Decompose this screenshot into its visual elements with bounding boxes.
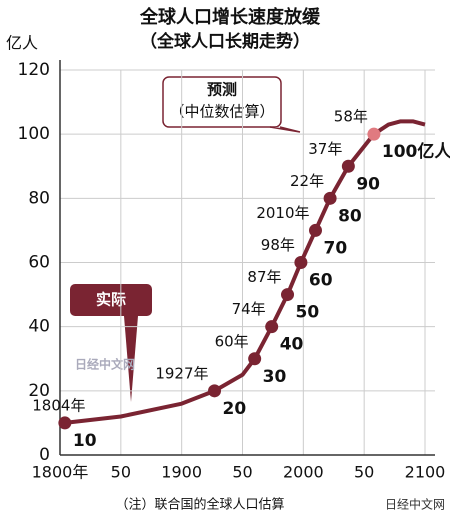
milestone-point [208,384,222,398]
y-tick-label: 120 [18,60,50,80]
milestone-value: 50 [296,303,320,323]
milestone-point [341,159,355,173]
forecast-label: 预测 [207,81,237,99]
milestone-point [323,191,337,205]
y-tick-label: 20 [28,381,50,401]
milestone-year: 22年 [290,172,324,190]
milestone-value: 20 [223,399,247,419]
milestone-year: 37年 [308,140,342,158]
watermark: 日经中文网 [75,357,135,372]
milestone-year: 98年 [261,236,295,254]
y-tick-label: 60 [28,253,50,273]
milestone-year: 2010年 [256,204,309,222]
y-tick-label: 40 [28,317,50,337]
milestone-point [281,288,295,302]
x-tick-label: 1800年 [32,463,89,482]
milestone-year: 74年 [232,300,266,318]
milestone-year: 60年 [215,332,249,350]
milestone-point [367,127,381,141]
milestone-value: 40 [280,335,304,355]
y-tick-label: 80 [28,188,50,208]
y-tick-label: 100 [18,124,50,144]
x-tick-label: 50 [232,463,252,482]
milestone-value: 30 [263,367,287,387]
actual-pointer [124,316,138,402]
y-unit: 亿人 [6,34,38,53]
forecast-note: （中位数估算） [169,103,274,121]
milestone-value: 100亿人 [382,141,450,162]
milestone-year: 58年 [334,108,368,126]
y-tick-label: 0 [39,445,50,465]
actual-box [70,284,152,316]
chart-title: 全球人口增长速度放缓 [139,6,321,28]
x-tick-label: 50 [111,463,131,482]
milestone-value: 10 [73,431,97,451]
actual-label: 实际 [96,291,126,309]
x-tick-label: 2000 [283,463,324,482]
milestone-point [265,320,279,334]
footnote: （注）联合国的全球人口估算 [115,497,284,513]
watermark: 日经中文网 [385,497,445,512]
population-line [64,119,426,425]
milestone-year: 1804年 [32,396,85,414]
milestone-value: 60 [309,271,333,291]
x-tick-label: 1900 [161,463,202,482]
milestone-value: 90 [356,174,380,194]
milestone-year: 87年 [247,268,281,286]
x-tick-label: 50 [354,463,374,482]
milestone-year: 1927年 [155,364,208,382]
milestone-point [58,416,72,430]
milestone-point [248,352,262,366]
milestone-point [309,223,322,237]
forecast-box [162,76,282,128]
milestone-value: 80 [338,206,362,226]
milestone-point [294,256,308,269]
milestone-value: 70 [324,238,348,258]
x-tick-label: 2100 [405,463,446,482]
forecast-pointer [269,126,301,133]
chart-subtitle: （全球人口长期走势） [140,31,310,52]
